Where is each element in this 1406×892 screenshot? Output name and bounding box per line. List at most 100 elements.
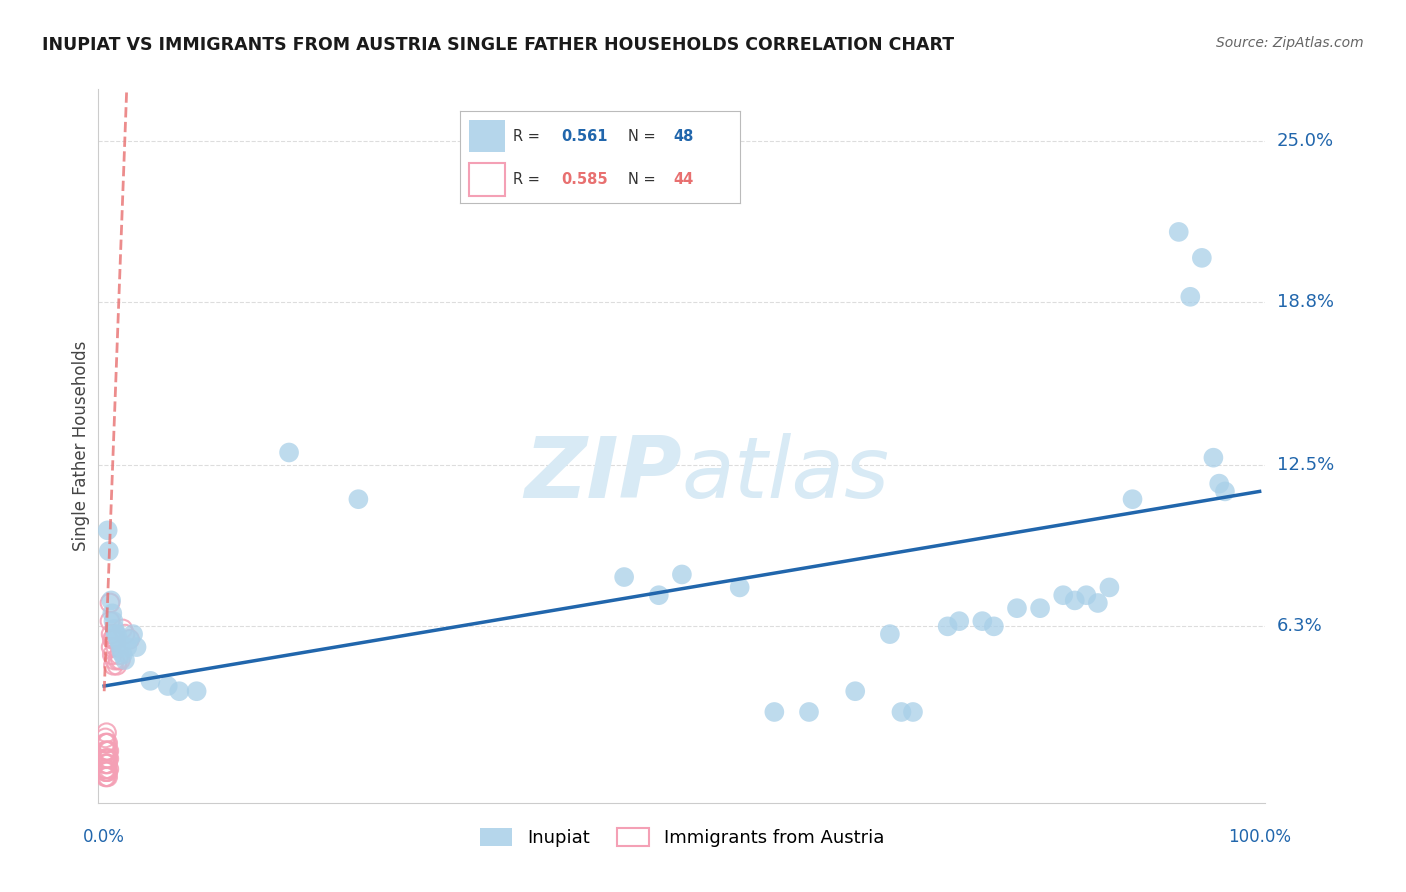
Point xyxy=(983,619,1005,633)
Point xyxy=(936,619,959,633)
Point xyxy=(98,596,121,610)
Point xyxy=(94,731,117,745)
Point xyxy=(110,640,132,654)
Point xyxy=(104,653,127,667)
Point xyxy=(105,658,128,673)
Text: atlas: atlas xyxy=(682,433,890,516)
Point xyxy=(94,764,117,779)
Point xyxy=(1121,492,1143,507)
Point xyxy=(763,705,786,719)
Point xyxy=(103,658,125,673)
Point xyxy=(97,762,120,776)
Point xyxy=(114,653,136,667)
Point xyxy=(108,648,131,662)
Point xyxy=(648,588,671,602)
Point xyxy=(101,632,124,647)
Point xyxy=(125,640,148,654)
Point xyxy=(156,679,179,693)
Point xyxy=(1191,251,1213,265)
Point xyxy=(1029,601,1052,615)
Point xyxy=(97,744,120,758)
Text: 18.8%: 18.8% xyxy=(1277,293,1333,311)
Point xyxy=(1063,593,1085,607)
Point xyxy=(1052,588,1074,602)
Text: 100.0%: 100.0% xyxy=(1227,828,1291,846)
Point xyxy=(139,673,162,688)
Point xyxy=(101,648,124,662)
Point xyxy=(103,614,125,628)
Point xyxy=(97,544,120,558)
Point xyxy=(98,614,121,628)
Point xyxy=(97,752,120,766)
Legend: Inupiat, Immigrants from Austria: Inupiat, Immigrants from Austria xyxy=(472,822,891,855)
Point xyxy=(1208,476,1230,491)
Point xyxy=(96,736,118,750)
Point xyxy=(107,632,129,647)
Point xyxy=(104,632,127,647)
Point xyxy=(186,684,208,698)
Text: ZIP: ZIP xyxy=(524,433,682,516)
Point xyxy=(1098,581,1121,595)
Point xyxy=(96,762,118,776)
Point xyxy=(100,640,122,654)
Point xyxy=(104,627,127,641)
Point xyxy=(901,705,924,719)
Point xyxy=(94,756,117,771)
Point xyxy=(94,752,117,766)
Point xyxy=(97,736,120,750)
Point xyxy=(94,762,117,776)
Text: INUPIAT VS IMMIGRANTS FROM AUSTRIA SINGLE FATHER HOUSEHOLDS CORRELATION CHART: INUPIAT VS IMMIGRANTS FROM AUSTRIA SINGL… xyxy=(42,36,955,54)
Point xyxy=(104,622,127,636)
Point xyxy=(122,627,145,641)
Point xyxy=(613,570,636,584)
Point xyxy=(96,764,118,779)
Point xyxy=(94,770,117,784)
Point xyxy=(948,614,970,628)
Point xyxy=(94,736,117,750)
Point xyxy=(1076,588,1098,602)
Point xyxy=(94,744,117,758)
Point xyxy=(105,627,128,641)
Point xyxy=(728,581,751,595)
Point xyxy=(1005,601,1028,615)
Text: 0.0%: 0.0% xyxy=(83,828,125,846)
Point xyxy=(972,614,994,628)
Point xyxy=(96,752,118,766)
Point xyxy=(169,684,191,698)
Point xyxy=(97,756,120,771)
Text: 12.5%: 12.5% xyxy=(1277,457,1334,475)
Point xyxy=(110,653,132,667)
Point xyxy=(108,635,131,649)
Point xyxy=(1087,596,1109,610)
Point xyxy=(797,705,820,719)
Point xyxy=(111,622,134,636)
Point xyxy=(1213,484,1236,499)
Text: 25.0%: 25.0% xyxy=(1277,132,1334,150)
Point xyxy=(96,744,118,758)
Point xyxy=(110,645,132,659)
Point xyxy=(101,607,124,621)
Point xyxy=(347,492,370,507)
Point xyxy=(100,593,122,607)
Point xyxy=(278,445,301,459)
Point xyxy=(117,640,139,654)
Point xyxy=(1180,290,1202,304)
Point xyxy=(107,653,129,667)
Point xyxy=(97,524,120,538)
Point xyxy=(1167,225,1189,239)
Point xyxy=(118,632,141,647)
Point xyxy=(844,684,866,698)
Text: 6.3%: 6.3% xyxy=(1277,617,1322,635)
Point xyxy=(97,764,120,779)
Point xyxy=(879,627,901,641)
Point xyxy=(114,627,136,641)
Point xyxy=(100,627,122,641)
Point xyxy=(103,632,125,647)
Point xyxy=(104,640,127,654)
Point xyxy=(97,752,120,766)
Text: Source: ZipAtlas.com: Source: ZipAtlas.com xyxy=(1216,36,1364,50)
Point xyxy=(97,744,120,758)
Point xyxy=(118,632,141,647)
Point xyxy=(97,770,120,784)
Point xyxy=(890,705,912,719)
